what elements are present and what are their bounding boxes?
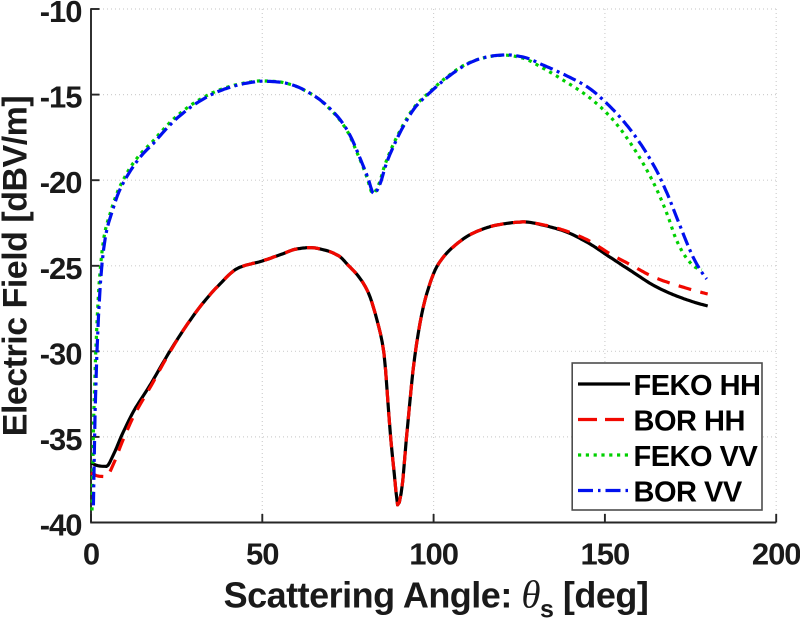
svg-text:-40: -40 <box>40 508 82 543</box>
svg-text:-35: -35 <box>40 422 83 457</box>
svg-text:-20: -20 <box>40 165 82 200</box>
svg-text:FEKO VV: FEKO VV <box>634 441 759 473</box>
svg-text:Electric Field [dBV/m]: Electric Field [dBV/m] <box>0 96 35 436</box>
svg-text:50: 50 <box>246 537 278 572</box>
svg-text:BOR HH: BOR HH <box>634 406 745 438</box>
svg-text:0: 0 <box>83 537 99 572</box>
svg-text:200: 200 <box>752 537 800 572</box>
svg-text:-10: -10 <box>40 0 82 29</box>
svg-text:100: 100 <box>409 537 458 572</box>
svg-text:150: 150 <box>581 537 630 572</box>
svg-text:Scattering Angle: θs [deg]: Scattering Angle: θs [deg] <box>224 574 649 623</box>
svg-text:-15: -15 <box>40 80 83 115</box>
svg-text:FEKO HH: FEKO HH <box>634 370 761 402</box>
svg-text:BOR VV: BOR VV <box>634 477 743 509</box>
svg-text:-30: -30 <box>40 336 82 371</box>
svg-text:-25: -25 <box>40 251 83 286</box>
